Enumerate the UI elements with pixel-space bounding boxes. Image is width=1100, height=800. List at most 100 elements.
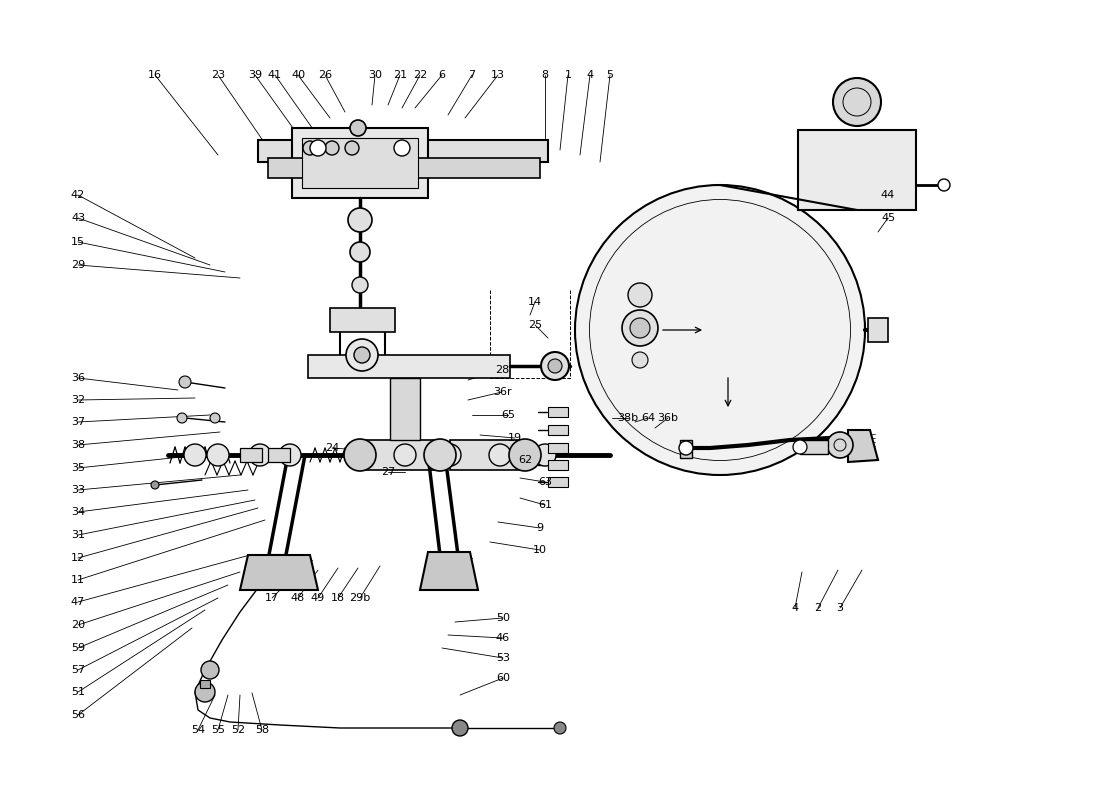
Text: 9: 9 xyxy=(537,523,543,533)
Text: 13: 13 xyxy=(491,70,505,80)
Circle shape xyxy=(279,444,301,466)
Polygon shape xyxy=(390,378,420,440)
Circle shape xyxy=(346,339,378,371)
Text: 8: 8 xyxy=(541,70,549,80)
Text: 31: 31 xyxy=(72,530,85,540)
Circle shape xyxy=(621,310,658,346)
Text: 59: 59 xyxy=(70,643,85,653)
Circle shape xyxy=(632,352,648,368)
Polygon shape xyxy=(848,430,878,462)
Text: 41: 41 xyxy=(268,70,282,80)
Text: 45: 45 xyxy=(881,213,895,223)
Circle shape xyxy=(324,141,339,155)
Text: 27: 27 xyxy=(381,467,395,477)
Text: 61: 61 xyxy=(538,500,552,510)
Text: 16: 16 xyxy=(148,70,162,80)
Polygon shape xyxy=(308,355,510,378)
Bar xyxy=(798,130,916,210)
Text: 49: 49 xyxy=(311,593,326,603)
Text: 22: 22 xyxy=(412,70,427,80)
Circle shape xyxy=(490,444,512,466)
Text: 43: 43 xyxy=(70,213,85,223)
Bar xyxy=(268,448,290,462)
Text: 44: 44 xyxy=(881,190,895,200)
Circle shape xyxy=(345,141,359,155)
Circle shape xyxy=(554,722,566,734)
Text: 11: 11 xyxy=(72,575,85,585)
Text: 53: 53 xyxy=(496,653,510,663)
Circle shape xyxy=(628,283,652,307)
Bar xyxy=(548,425,568,435)
Text: 4: 4 xyxy=(791,603,799,613)
Text: 15: 15 xyxy=(72,237,85,247)
Circle shape xyxy=(575,185,865,475)
Text: 2: 2 xyxy=(814,603,822,613)
Text: 21: 21 xyxy=(393,70,407,80)
Circle shape xyxy=(184,444,206,466)
Text: 36b: 36b xyxy=(658,413,679,423)
Circle shape xyxy=(201,661,219,679)
Circle shape xyxy=(827,432,853,458)
Text: 39: 39 xyxy=(248,70,262,80)
Circle shape xyxy=(439,444,461,466)
Bar xyxy=(450,440,525,470)
Text: 52: 52 xyxy=(231,725,245,735)
Text: 6: 6 xyxy=(439,70,446,80)
Text: 28: 28 xyxy=(495,365,509,375)
Text: 20: 20 xyxy=(70,620,85,630)
Circle shape xyxy=(833,78,881,126)
Circle shape xyxy=(452,720,468,736)
Text: 37: 37 xyxy=(70,417,85,427)
Circle shape xyxy=(548,359,562,373)
Circle shape xyxy=(424,439,456,471)
Text: 10: 10 xyxy=(534,545,547,555)
Circle shape xyxy=(354,347,370,363)
Text: 62: 62 xyxy=(518,455,532,465)
Polygon shape xyxy=(240,555,318,590)
Text: 26: 26 xyxy=(318,70,332,80)
Text: 5: 5 xyxy=(606,70,614,80)
Polygon shape xyxy=(258,140,548,162)
Circle shape xyxy=(310,140,326,156)
Bar xyxy=(200,680,210,688)
Circle shape xyxy=(630,318,650,338)
Circle shape xyxy=(177,413,187,423)
Bar xyxy=(548,477,568,487)
Text: 65: 65 xyxy=(500,410,515,420)
Text: 55: 55 xyxy=(211,725,226,735)
Text: 38b: 38b xyxy=(617,413,639,423)
Text: 7: 7 xyxy=(469,70,475,80)
Bar xyxy=(868,318,888,342)
Text: 33: 33 xyxy=(72,485,85,495)
Text: 30: 30 xyxy=(368,70,382,80)
Circle shape xyxy=(151,481,160,489)
Circle shape xyxy=(195,682,214,702)
Text: 60: 60 xyxy=(496,673,510,683)
Text: 48: 48 xyxy=(290,593,305,603)
Text: 56: 56 xyxy=(72,710,85,720)
Text: 34: 34 xyxy=(70,507,85,517)
Circle shape xyxy=(302,141,317,155)
Text: 25: 25 xyxy=(528,320,542,330)
Circle shape xyxy=(346,444,368,466)
Text: 47: 47 xyxy=(70,597,85,607)
Polygon shape xyxy=(268,158,540,178)
Text: 29b: 29b xyxy=(350,593,371,603)
Text: 29: 29 xyxy=(70,260,85,270)
Text: 24: 24 xyxy=(324,443,339,453)
Text: 54: 54 xyxy=(191,725,205,735)
Text: 17: 17 xyxy=(265,593,279,603)
Circle shape xyxy=(350,242,370,262)
Circle shape xyxy=(207,444,229,466)
Polygon shape xyxy=(330,308,395,332)
Text: 58: 58 xyxy=(255,725,270,735)
Circle shape xyxy=(534,444,556,466)
Circle shape xyxy=(350,120,366,136)
Text: 36: 36 xyxy=(72,373,85,383)
Bar xyxy=(360,440,440,470)
Text: 46: 46 xyxy=(496,633,510,643)
Polygon shape xyxy=(420,552,478,590)
Text: 50: 50 xyxy=(496,613,510,623)
Circle shape xyxy=(938,179,950,191)
Text: 40: 40 xyxy=(290,70,305,80)
